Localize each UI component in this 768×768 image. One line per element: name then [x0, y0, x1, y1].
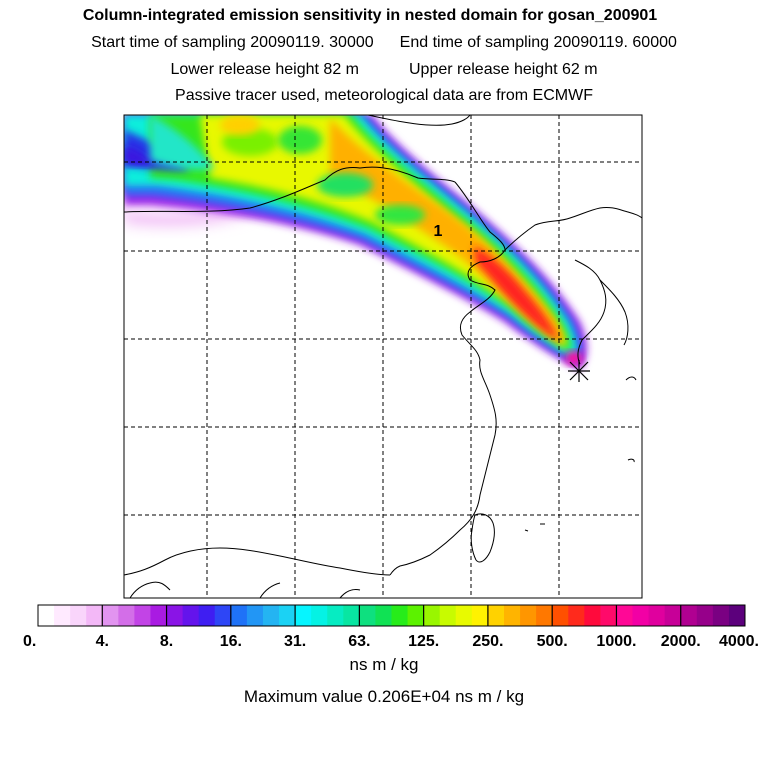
- colorbar-cell: [503, 605, 521, 626]
- colorbar-cell: [246, 605, 264, 626]
- release-label: 1: [434, 223, 443, 240]
- colorbar-cell: [712, 605, 730, 626]
- colorbar-cell: [102, 605, 119, 626]
- colorbar-cell: [648, 605, 666, 626]
- colorbar-cell: [230, 605, 248, 626]
- colorbar-cell: [198, 605, 216, 626]
- colorbar-cell: [584, 605, 601, 626]
- colorbar-cell: [311, 605, 328, 626]
- colorbar-label: 31.: [284, 633, 306, 650]
- colorbar-cell: [295, 605, 312, 626]
- colorbar-cell: [166, 605, 184, 626]
- colorbar-cell: [54, 605, 71, 626]
- colorbar-cell: [520, 605, 537, 626]
- map-frame: [123, 114, 643, 599]
- coastlines: [124, 115, 642, 598]
- release-heights: Lower release height 82 m Upper release h…: [0, 61, 768, 79]
- colorbar-cell: [600, 605, 617, 626]
- colorbar-label: 500.: [537, 633, 568, 650]
- sampling-times: Start time of sampling 20090119. 30000 En…: [0, 34, 768, 52]
- colorbar-label: 0.: [23, 633, 36, 650]
- colorbar-cell: [728, 605, 746, 626]
- plume-field: [124, 115, 587, 370]
- maximum-value: Maximum value 0.206E+04 ns m / kg: [243, 687, 525, 706]
- colorbar-frame: [37, 604, 746, 627]
- colorbar-label: 1000.: [596, 633, 636, 650]
- plot-title: Column-integrated emission sensitivity i…: [82, 7, 658, 24]
- colorbar-label: 4000.: [719, 633, 759, 650]
- colorbar-label: 4.: [96, 633, 109, 650]
- colorbar-label: 250.: [472, 633, 503, 650]
- colorbar-cell: [150, 605, 168, 626]
- colorbar-cell: [632, 605, 650, 626]
- colorbar-label: 16.: [220, 633, 242, 650]
- colorbar-cell: [182, 605, 200, 626]
- upper-release-height: Upper release height 62 m: [409, 61, 598, 78]
- colorbar-cell: [118, 605, 135, 626]
- colorbar-cell: [262, 605, 280, 626]
- colorbar-cell: [38, 605, 55, 626]
- colorbar-cell: [279, 605, 296, 626]
- colorbar-cells: [37, 604, 746, 627]
- colorbar-cell: [696, 605, 714, 626]
- sampling-start: Start time of sampling 20090119. 30000: [91, 34, 374, 51]
- colorbar-cell: [343, 605, 360, 626]
- colorbar-cell: [568, 605, 585, 626]
- colorbar-unit: ns m / kg: [349, 655, 419, 674]
- colorbar-cell: [616, 605, 634, 626]
- colorbar-cell: [455, 605, 473, 626]
- colorbar-cell: [552, 605, 569, 626]
- colorbar-label: 63.: [348, 633, 370, 650]
- colorbar-cell: [86, 605, 103, 626]
- gridlines: [124, 115, 642, 598]
- colorbar-cell: [327, 605, 344, 626]
- colorbar-cell: [439, 605, 457, 626]
- colorbar-cell: [407, 605, 425, 626]
- colorbar-cell: [680, 605, 698, 626]
- colorbar-label: 2000.: [661, 633, 701, 650]
- colorbar-cell: [359, 605, 376, 626]
- colorbar-cell: [214, 605, 232, 626]
- colorbar-labels: 0. 4. 8. 16. 31. 63. 125. 250. 500. 1000. 2000. 400…: [23, 633, 759, 650]
- lower-release-height: Lower release height 82 m: [170, 61, 359, 78]
- colorbar-cell: [391, 605, 409, 626]
- colorbar-cell: [471, 605, 489, 626]
- colorbar-label: 8.: [160, 633, 173, 650]
- tracer-note: Passive tracer used, meteorological data…: [175, 87, 593, 104]
- colorbar-cell: [423, 605, 441, 626]
- colorbar-cell: [134, 605, 151, 626]
- colorbar-cell: [487, 605, 505, 626]
- colorbar-cell: [375, 605, 392, 626]
- star-icon: [568, 360, 590, 382]
- colorbar-ticks: [101, 605, 682, 626]
- colorbar-cell: [664, 605, 682, 626]
- colorbar-cell: [536, 605, 553, 626]
- colorbar-label: 125.: [408, 633, 439, 650]
- sampling-end: End time of sampling 20090119. 60000: [399, 34, 677, 51]
- colorbar-cell: [70, 605, 87, 626]
